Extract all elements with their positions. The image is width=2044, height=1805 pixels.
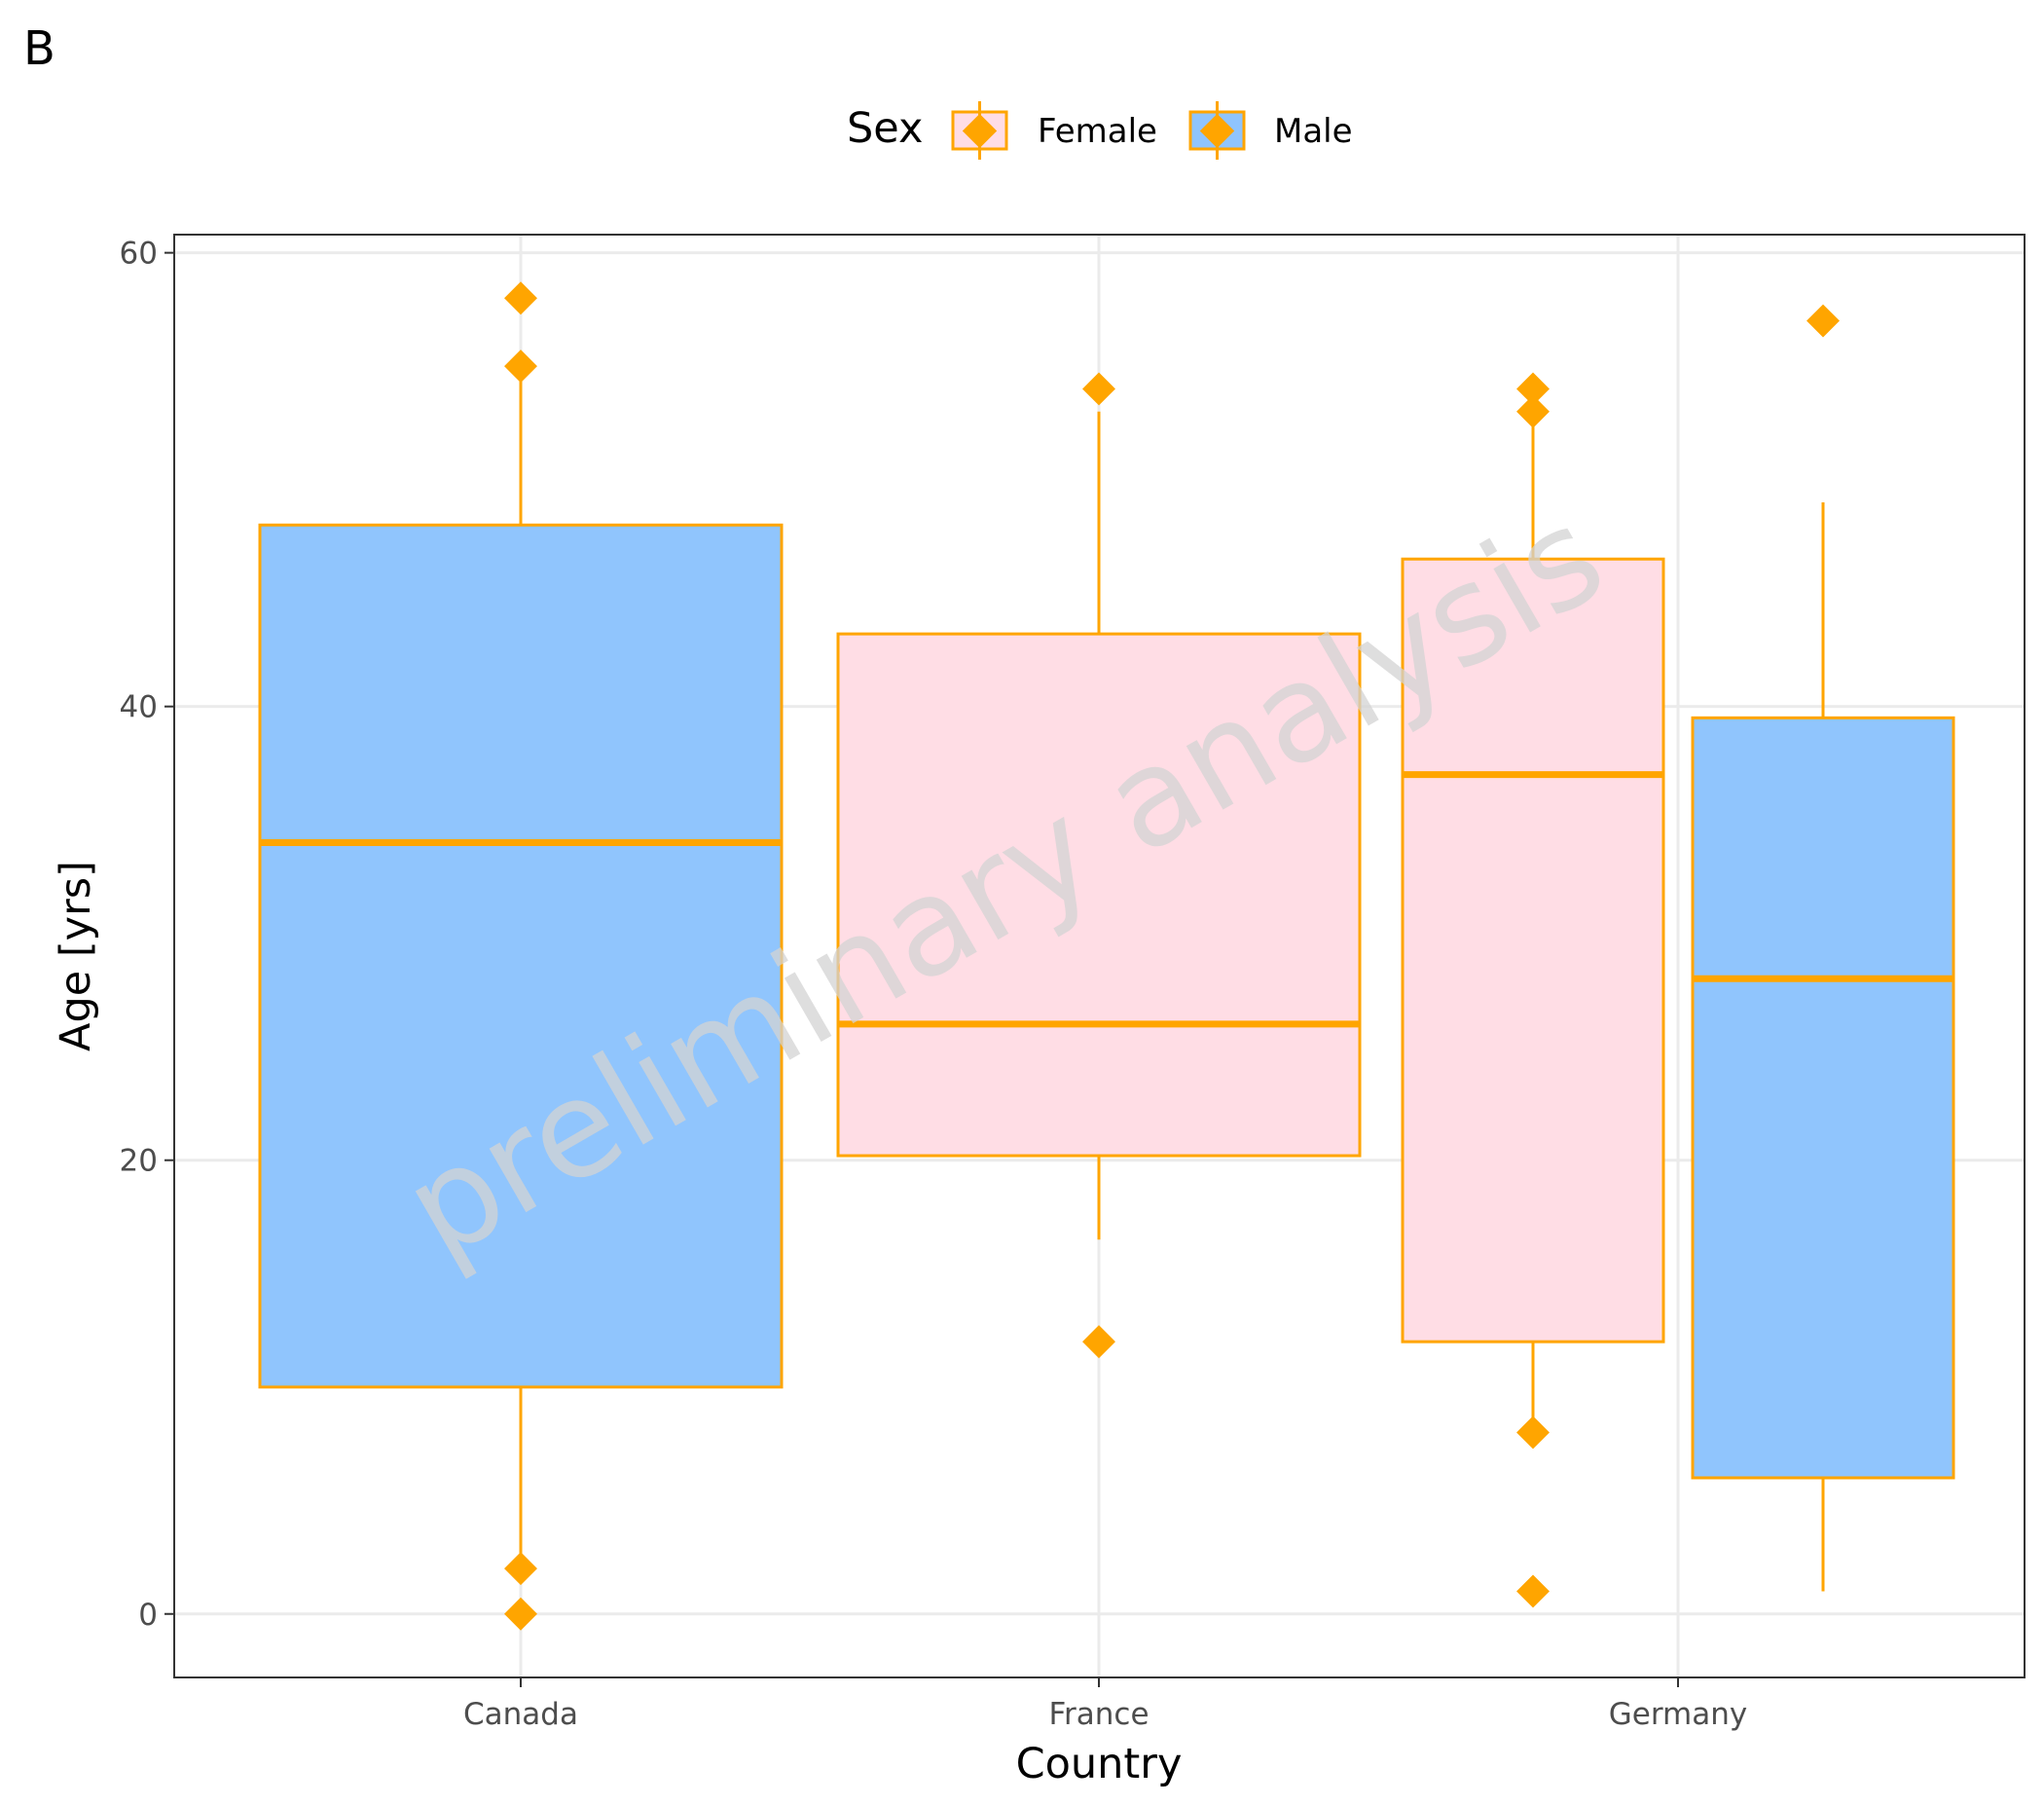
box-body	[1691, 716, 1955, 1480]
outlier-point-2	[1516, 1416, 1550, 1450]
outlier-point-0	[1082, 372, 1115, 406]
box-germany-male	[1691, 304, 1955, 1592]
legend-title: Sex	[847, 104, 923, 153]
x-tick-label: Germany	[1609, 1697, 1747, 1732]
outlier-point-0	[1516, 372, 1550, 406]
legend: Sex Female Male	[847, 101, 1353, 160]
box-body	[258, 523, 784, 1389]
outlier-point-1	[1082, 1325, 1115, 1359]
outlier-point-3	[504, 1597, 537, 1631]
axes: 0 20 40 60 Canada France Germany	[120, 237, 1748, 1732]
y-axis-title: Age [yrs]	[52, 861, 100, 1051]
box-body	[1401, 557, 1665, 1344]
box-canada-male	[258, 281, 784, 1631]
legend-label-male: Male	[1274, 112, 1353, 151]
panel-tag: B	[23, 21, 55, 76]
outlier-point-1	[504, 350, 537, 384]
outlier-point-0	[504, 281, 537, 315]
outlier-point-3	[1516, 1574, 1550, 1608]
box-france-female	[836, 372, 1362, 1359]
outlier-point-1	[1516, 394, 1550, 428]
y-tick-label: 40	[120, 690, 158, 725]
x-tick-label: France	[1048, 1697, 1149, 1732]
y-tick-label: 0	[138, 1598, 158, 1633]
y-tick-label: 20	[120, 1144, 158, 1179]
y-tick-label: 60	[120, 237, 158, 272]
boxes	[258, 281, 1955, 1631]
legend-label-female: Female	[1038, 112, 1157, 151]
box-body	[836, 632, 1362, 1158]
x-axis-title: Country	[1016, 1740, 1183, 1788]
legend-key-female-diamond-icon	[962, 113, 998, 149]
box-germany-female	[1401, 372, 1665, 1608]
legend-key-female	[951, 101, 1008, 160]
outlier-point-0	[1807, 304, 1840, 338]
outlier-point-2	[504, 1552, 537, 1586]
x-tick-label: Canada	[463, 1697, 578, 1732]
legend-key-male	[1188, 101, 1246, 160]
